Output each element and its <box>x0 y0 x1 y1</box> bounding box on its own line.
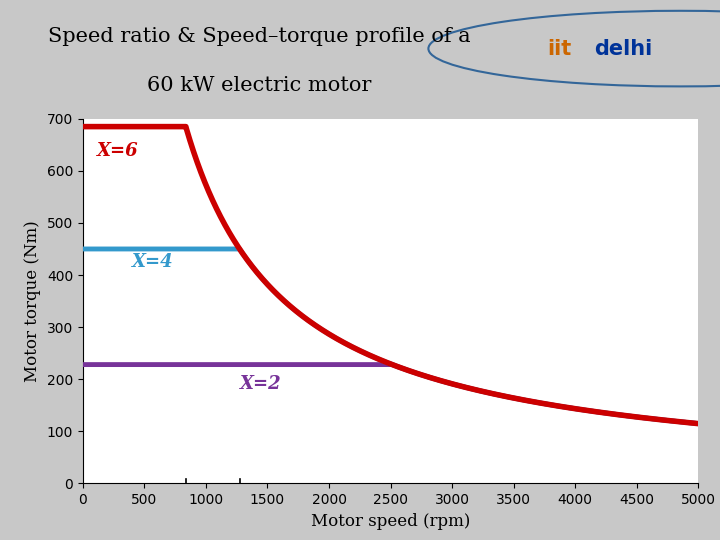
X-axis label: Motor speed (rpm): Motor speed (rpm) <box>311 512 470 530</box>
Text: Speed ratio & Speed–torque profile of a: Speed ratio & Speed–torque profile of a <box>48 27 470 46</box>
Text: iit: iit <box>547 38 572 59</box>
Text: delhi: delhi <box>594 38 652 59</box>
Text: X=4: X=4 <box>132 253 174 271</box>
Text: X=2: X=2 <box>240 375 282 393</box>
Y-axis label: Motor torque (Nm): Motor torque (Nm) <box>24 220 41 382</box>
Text: X=6: X=6 <box>97 143 138 160</box>
Text: 60 kW electric motor: 60 kW electric motor <box>147 76 372 94</box>
